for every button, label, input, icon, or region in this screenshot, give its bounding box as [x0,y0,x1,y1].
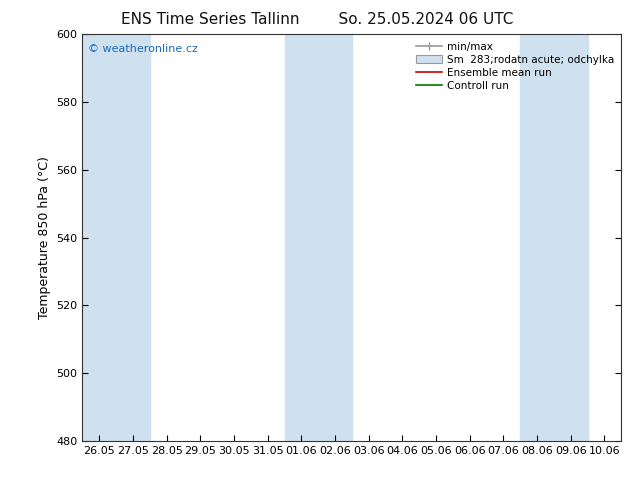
Bar [318,34,352,441]
Text: © weatheronline.cz: © weatheronline.cz [87,45,198,54]
Bar [285,34,318,441]
Y-axis label: Temperature 850 hPa (°C): Temperature 850 hPa (°C) [38,156,51,319]
Bar [554,34,588,441]
Bar [521,34,554,441]
Legend: min/max, Sm  283;rodatn acute; odchylka, Ensemble mean run, Controll run: min/max, Sm 283;rodatn acute; odchylka, … [411,37,618,95]
Bar [116,34,150,441]
Text: ENS Time Series Tallinn        So. 25.05.2024 06 UTC: ENS Time Series Tallinn So. 25.05.2024 0… [121,12,513,27]
Bar [82,34,116,441]
